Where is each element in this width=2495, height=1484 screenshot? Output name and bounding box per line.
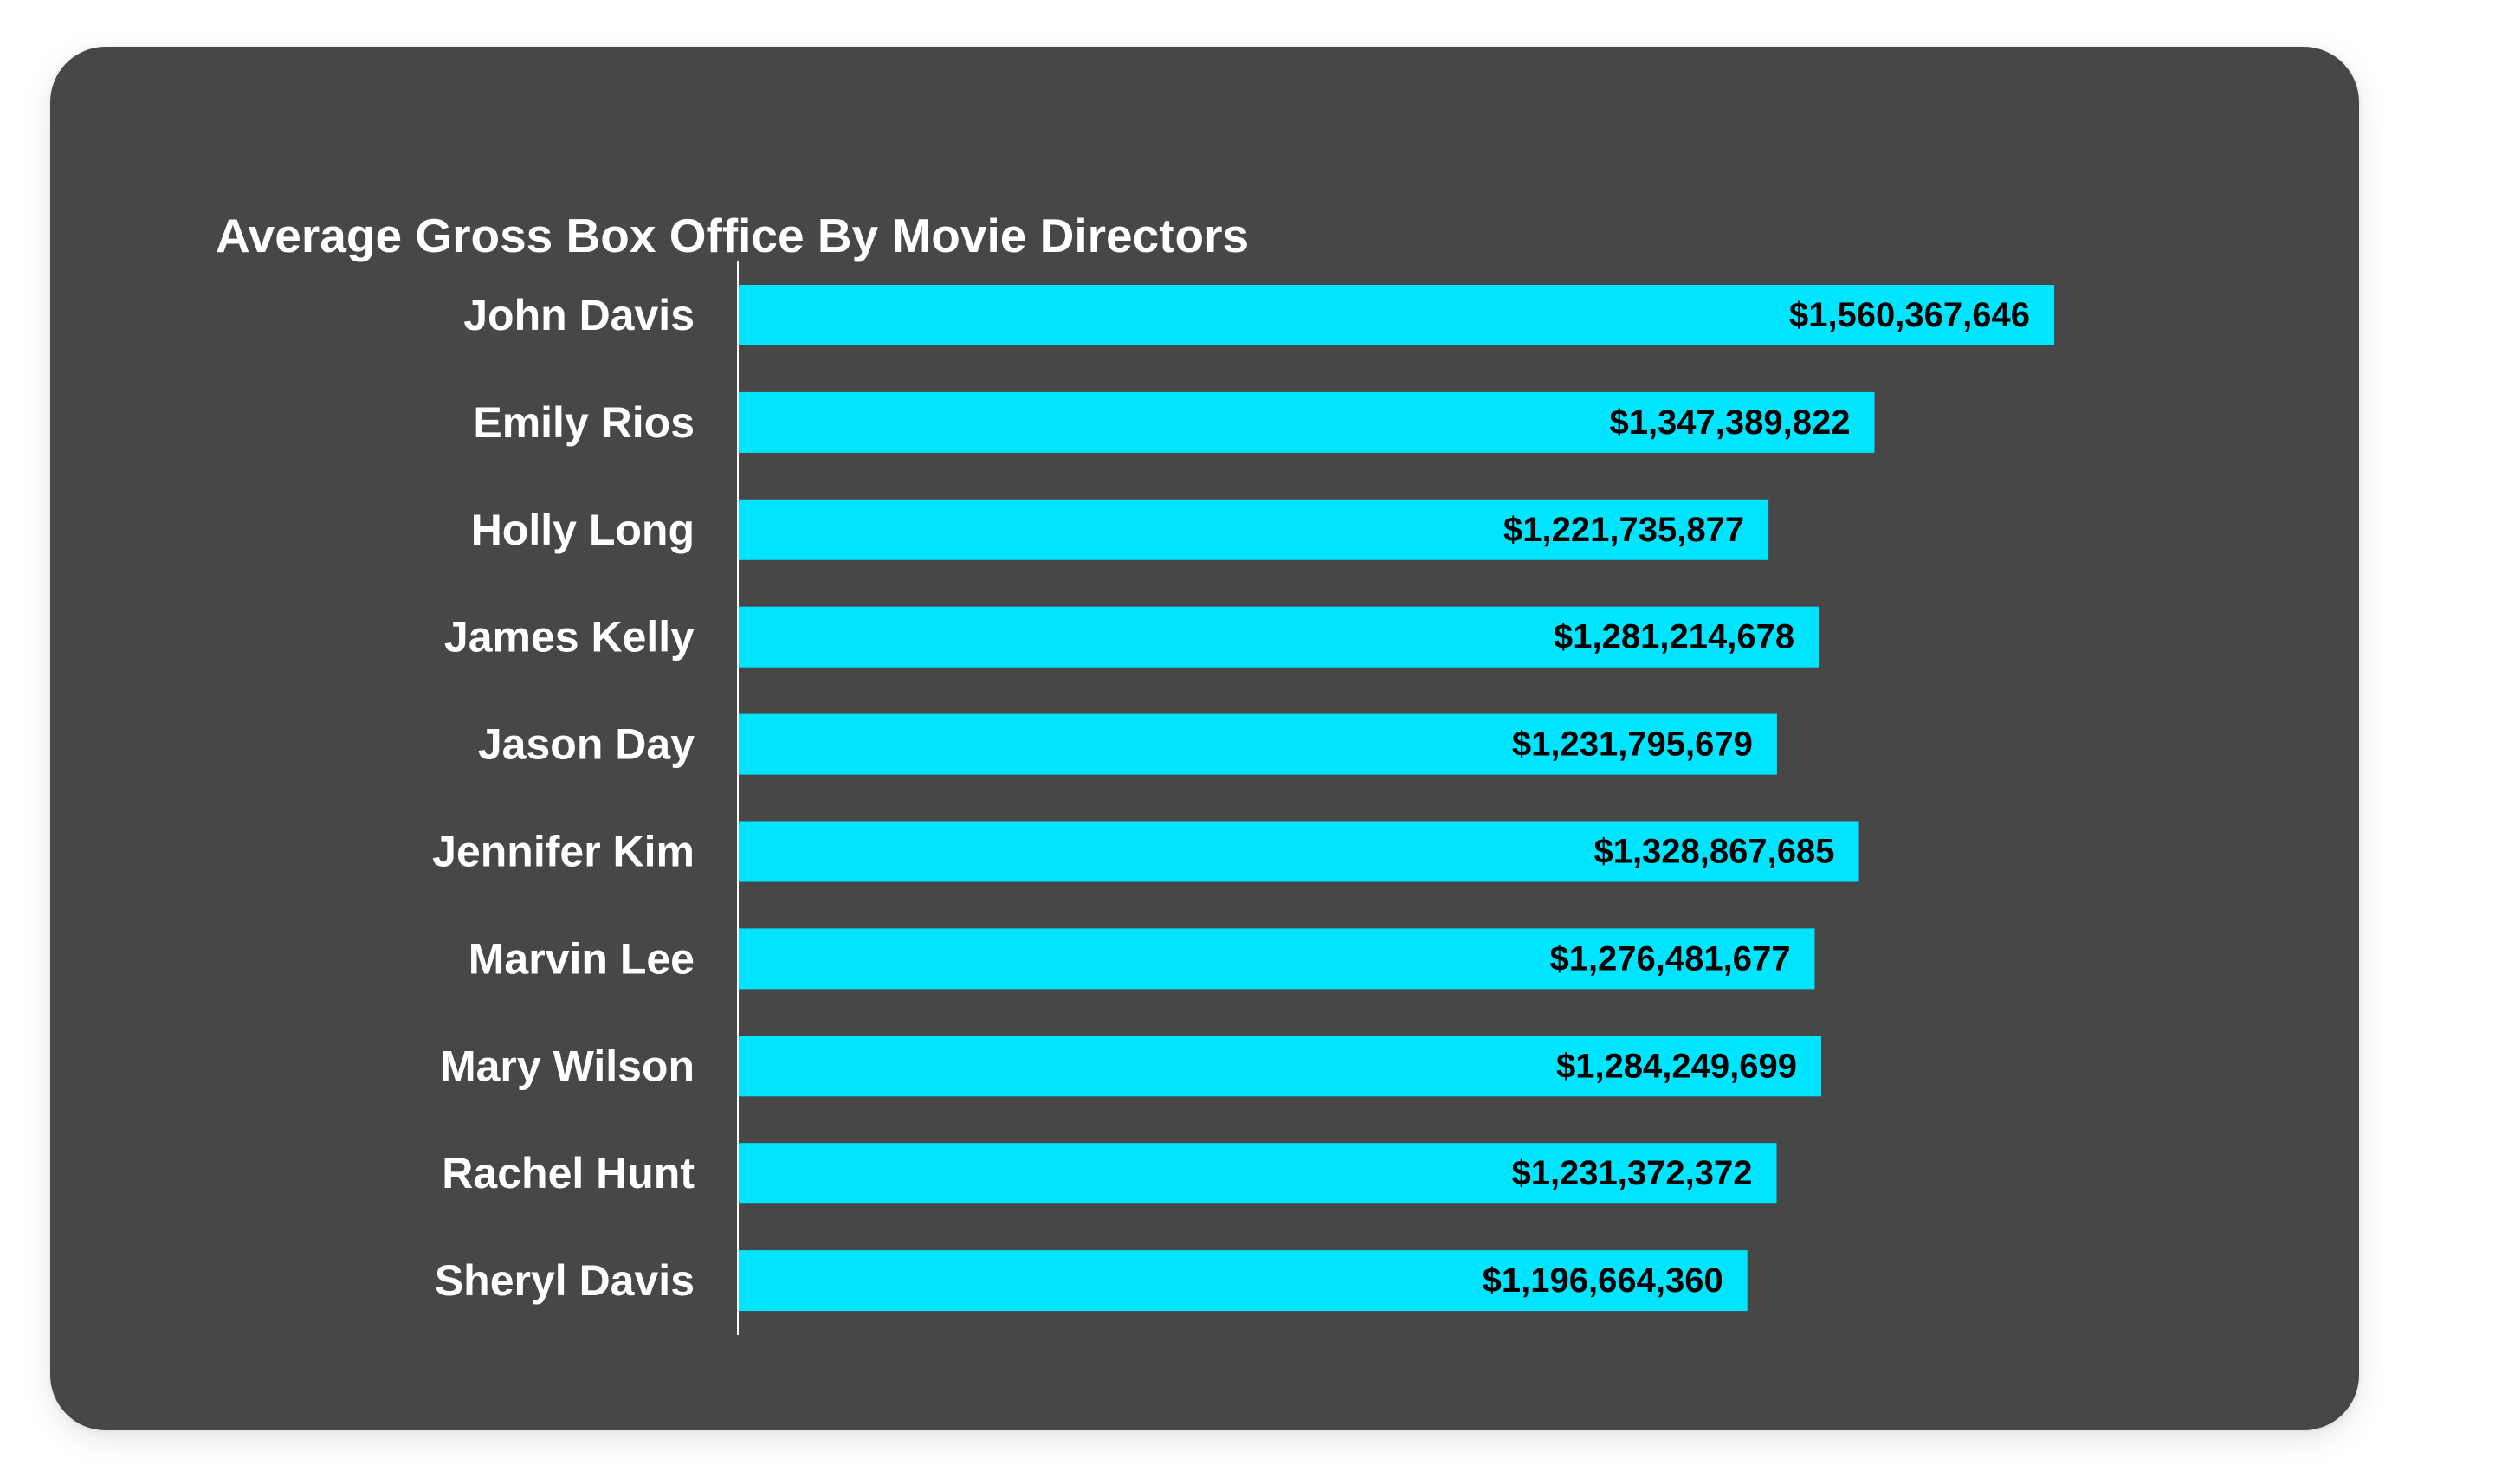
data-label: $1,328,867,685 bbox=[1593, 833, 1834, 871]
data-label: $1,276,481,677 bbox=[1549, 939, 1790, 978]
category-label: James Kelly bbox=[444, 613, 695, 661]
category-label: Holly Long bbox=[471, 506, 695, 554]
bar bbox=[738, 821, 1859, 882]
bar bbox=[738, 928, 1815, 990]
category-label: Rachel Hunt bbox=[442, 1149, 695, 1197]
data-label: $1,284,249,699 bbox=[1556, 1047, 1797, 1085]
data-label: $1,281,214,678 bbox=[1554, 618, 1794, 656]
bar bbox=[738, 285, 2054, 345]
bar bbox=[738, 713, 1777, 775]
category-label: John Davis bbox=[463, 291, 695, 339]
data-label: $1,560,367,646 bbox=[1789, 296, 2030, 334]
bar bbox=[738, 391, 1875, 453]
category-label: Sheryl Davis bbox=[435, 1256, 695, 1305]
data-label: $1,347,389,822 bbox=[1609, 403, 1850, 442]
data-label: $1,196,664,360 bbox=[1483, 1261, 1723, 1300]
category-label: Marvin Lee bbox=[469, 934, 695, 983]
bar bbox=[738, 606, 1820, 668]
category-label: Jennifer Kim bbox=[432, 828, 695, 876]
data-label: $1,221,735,877 bbox=[1503, 511, 1744, 549]
category-label: Emily Rios bbox=[473, 398, 695, 447]
data-label: $1,231,795,679 bbox=[1512, 726, 1753, 764]
bar bbox=[738, 1036, 1821, 1097]
data-label: $1,231,372,372 bbox=[1511, 1154, 1752, 1192]
bar bbox=[738, 1250, 1748, 1312]
chart-title: Average Gross Box Office By Movie Direct… bbox=[216, 209, 1250, 262]
category-label: Mary Wilson bbox=[440, 1042, 695, 1090]
category-label: Jason Day bbox=[478, 720, 695, 769]
bar bbox=[738, 1143, 1777, 1204]
bar bbox=[738, 499, 1769, 560]
